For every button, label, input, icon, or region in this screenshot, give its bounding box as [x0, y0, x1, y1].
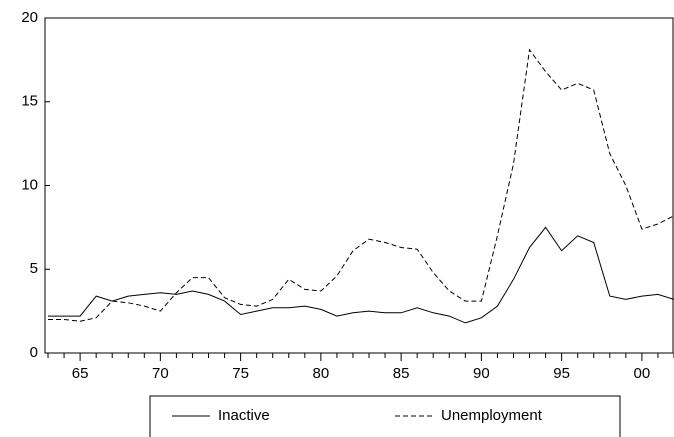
x-tick-label: 65	[72, 365, 89, 382]
plot-frame	[44, 17, 674, 354]
legend-label: Inactive	[218, 407, 270, 424]
legend-box	[149, 395, 621, 437]
x-tick-label: 70	[152, 365, 169, 382]
x-tick-label: 95	[553, 365, 570, 382]
x-tick-label: 80	[313, 365, 330, 382]
y-tick-label: 5	[30, 260, 38, 277]
x-tick-label: 90	[473, 365, 490, 382]
series-line	[48, 48, 674, 322]
x-tick-label: 00	[634, 365, 651, 382]
y-tick-label: 10	[21, 176, 38, 193]
x-tick-label: 75	[232, 365, 249, 382]
series-line	[48, 226, 674, 324]
y-tick-label: 20	[21, 9, 38, 26]
y-tick-label: 15	[21, 93, 38, 110]
x-tick-label: 85	[393, 365, 410, 382]
y-tick-label: 0	[30, 344, 38, 361]
legend-label: Unemployment	[441, 407, 543, 424]
